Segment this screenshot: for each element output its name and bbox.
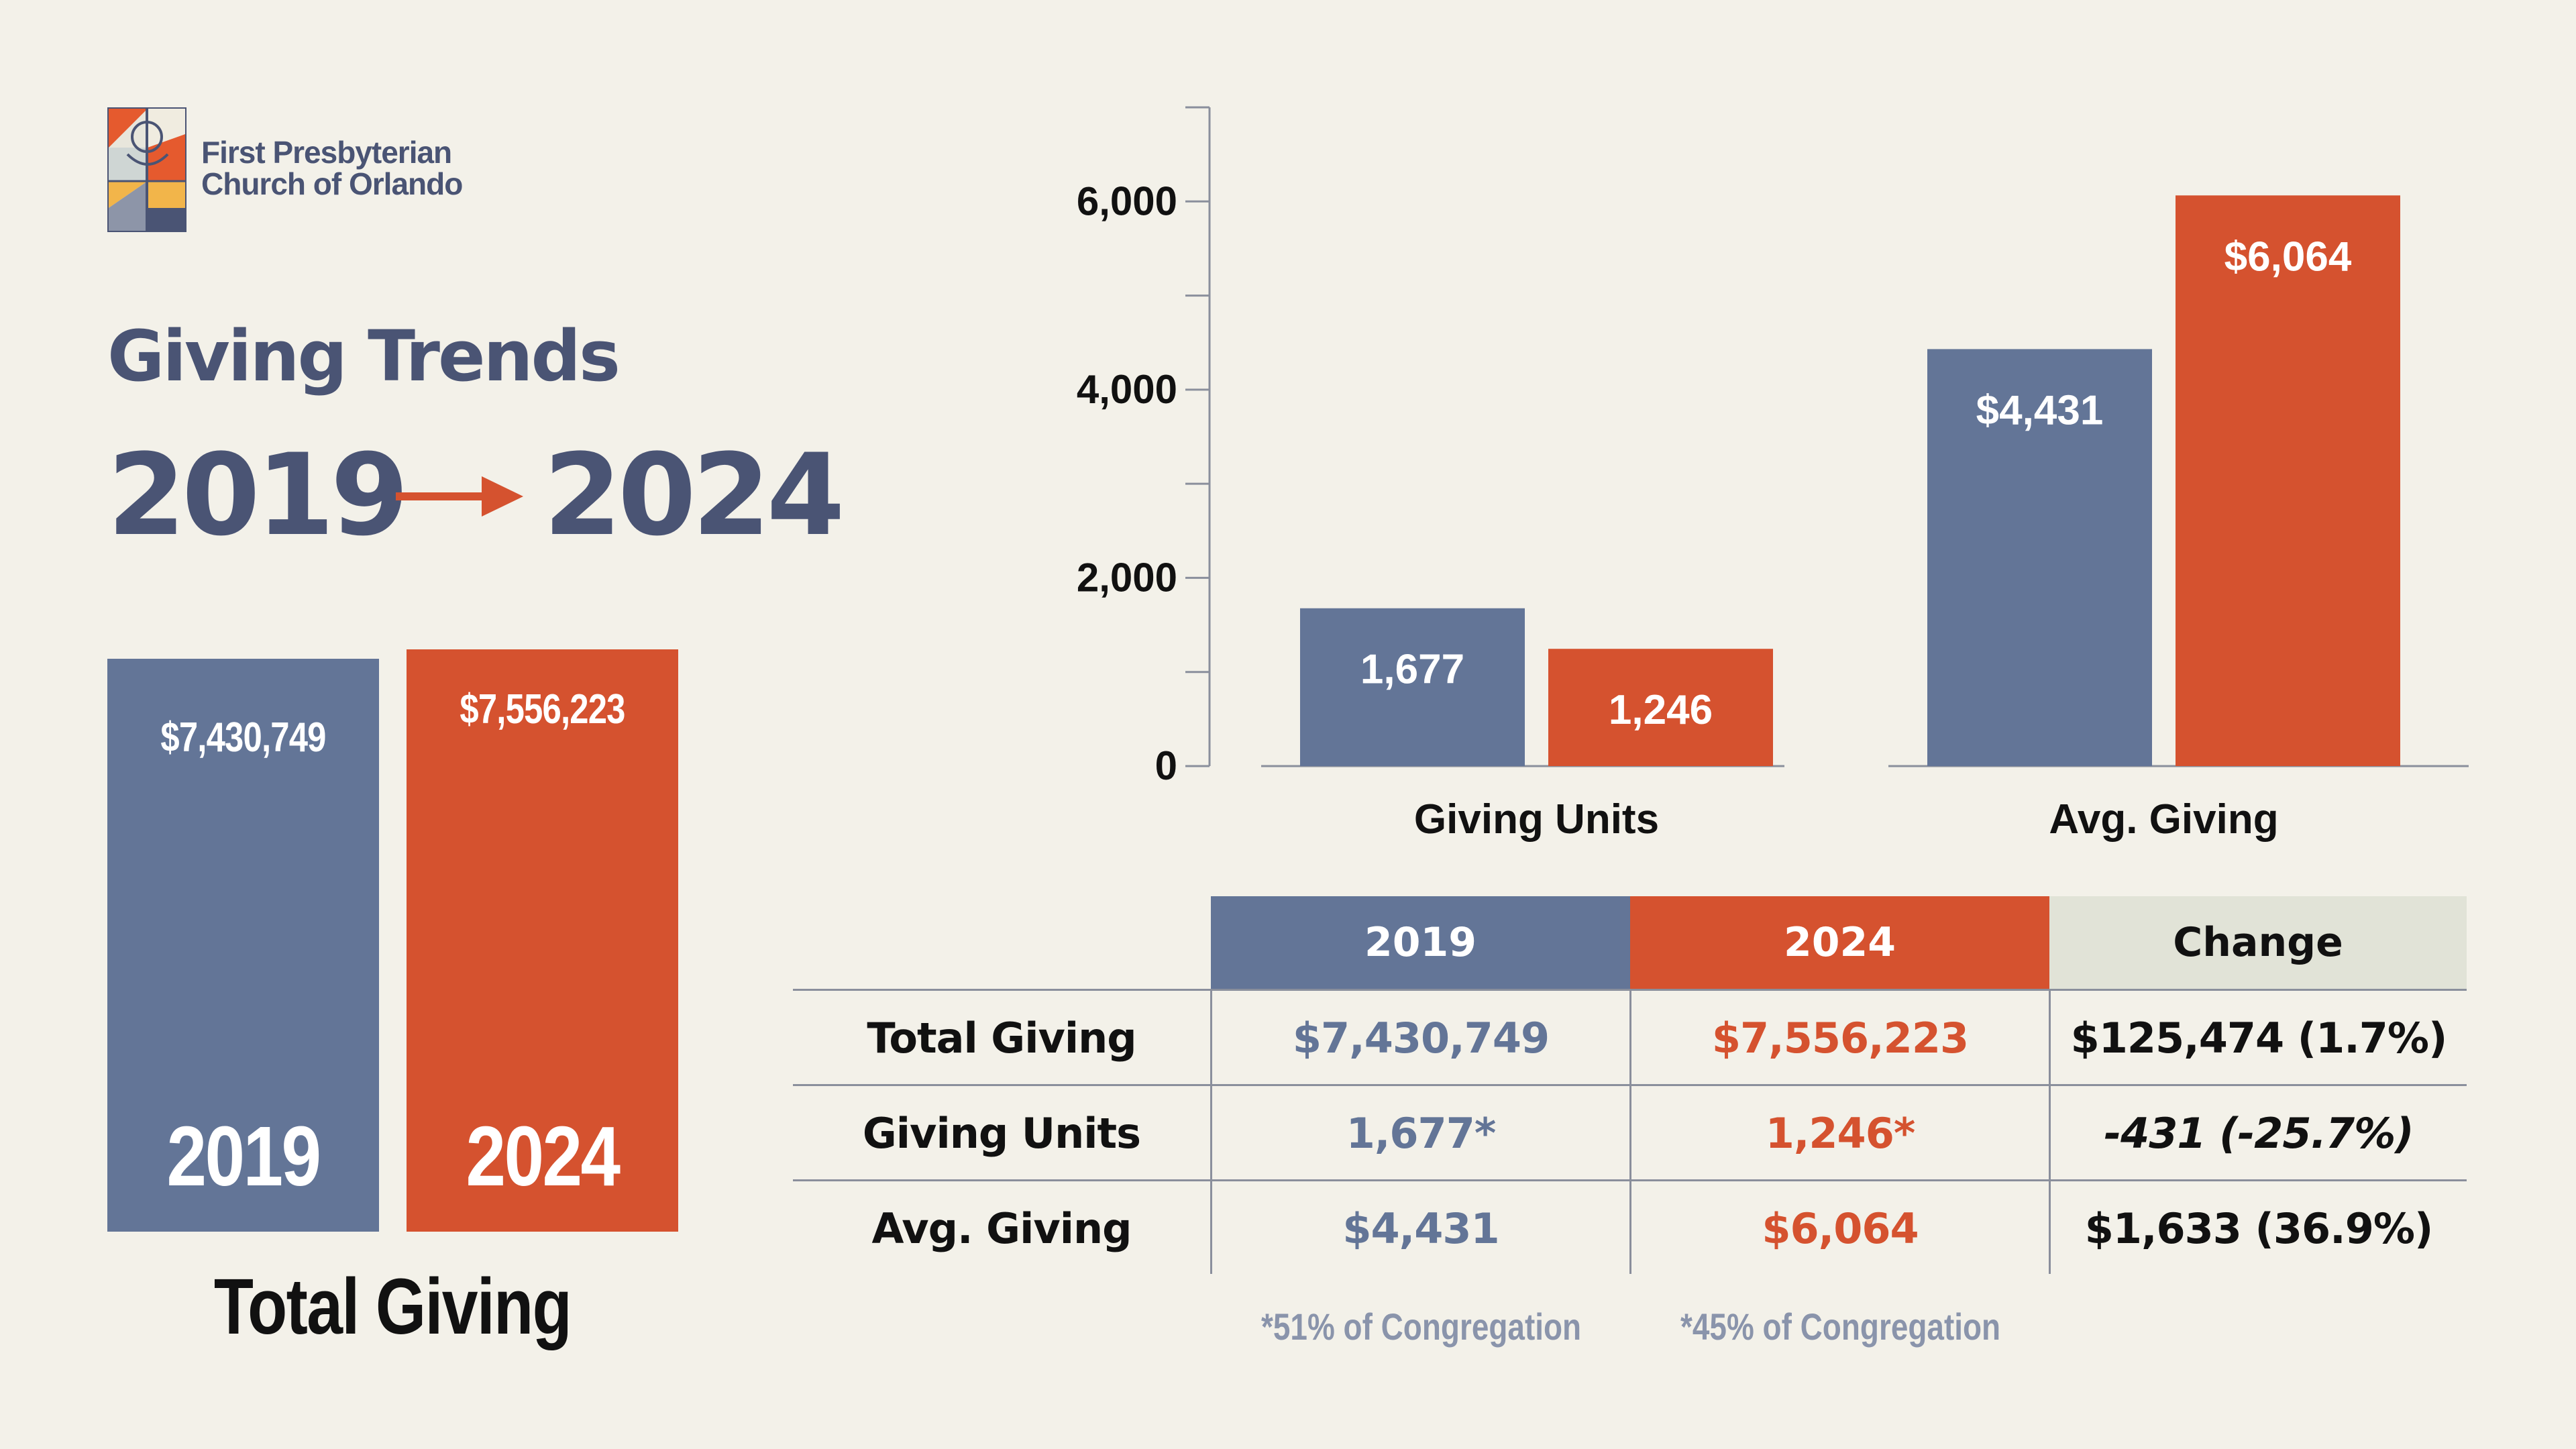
row-label: Avg. Giving xyxy=(871,1203,1132,1253)
total-giving-value-2024: $7,556,223 xyxy=(460,686,625,733)
total-giving-year-2019: 2019 xyxy=(166,1109,321,1203)
cell-change: -431 (-25.7%) xyxy=(2104,1108,2414,1158)
bar-giving-units-1 xyxy=(1548,649,1773,766)
total-giving-year-2024: 2024 xyxy=(466,1109,621,1203)
cell-2019: $4,431 xyxy=(1342,1203,1499,1253)
bar-avg-giving-0 xyxy=(1927,349,2152,766)
total-giving-value-2019: $7,430,749 xyxy=(160,714,326,761)
total-giving-bar-2019: $7,430,749 2019 xyxy=(107,659,379,1232)
total-giving-bar-2024: $7,556,223 2024 xyxy=(407,649,678,1232)
category-label: Avg. Giving xyxy=(2049,796,2278,843)
table-divider xyxy=(1629,989,1631,1274)
bar-value-label: 1,246 xyxy=(1609,687,1713,733)
footnote-2024: *45% of Congregation xyxy=(1680,1305,2001,1348)
bar-giving-units-0 xyxy=(1300,608,1525,766)
year-start: 2019 xyxy=(107,429,409,561)
cell-change: $1,633 (36.9%) xyxy=(2084,1203,2434,1253)
arrow-right-icon xyxy=(396,476,523,517)
table-header-2024: 2024 xyxy=(1630,896,2049,989)
stained-glass-cross-logo-icon xyxy=(107,107,186,232)
table-row: Avg. Giving $4,431 $6,064 $1,633 (36.9%) xyxy=(793,1181,2467,1276)
bar-value-label: $4,431 xyxy=(1976,387,2104,433)
table-header-2019: 2019 xyxy=(1211,896,1630,989)
y-tick-label: 0 xyxy=(1155,743,1177,788)
giving-comparison-table: 2019 2024 Change Total Giving $7,430,749… xyxy=(793,896,2467,1274)
org-name-line1: First Presbyterian xyxy=(201,135,452,170)
y-tick-label: 4,000 xyxy=(1077,367,1177,412)
bar-avg-giving-1 xyxy=(2176,195,2400,766)
table-row: Giving Units 1,677* 1,246* -431 (-25.7%) xyxy=(793,1085,2467,1181)
table-header-change: Change xyxy=(2049,896,2467,989)
cell-2019: $7,430,749 xyxy=(1292,1013,1550,1063)
y-tick-label: 2,000 xyxy=(1077,555,1177,600)
bar-value-label: $6,064 xyxy=(2224,233,2352,280)
footnote-2019: *51% of Congregation xyxy=(1261,1305,1582,1348)
table-divider xyxy=(1210,989,1212,1274)
row-label: Total Giving xyxy=(867,1013,1136,1063)
row-label: Giving Units xyxy=(862,1108,1141,1158)
page-title: Giving Trends xyxy=(107,315,621,397)
table-row: Total Giving $7,430,749 $7,556,223 $125,… xyxy=(793,990,2467,1085)
cell-2024: 1,246* xyxy=(1765,1108,1916,1158)
giving-bar-chart: 0 2,000 4,000 6,000 1,677 1,246 Giving Units $4… xyxy=(1077,106,2469,843)
cell-change: $125,474 (1.7%) xyxy=(2070,1013,2448,1063)
table-divider xyxy=(2049,989,2051,1274)
y-tick-label: 6,000 xyxy=(1077,178,1177,223)
org-name-line2: Church of Orlando xyxy=(201,166,463,201)
cell-2024: $7,556,223 xyxy=(1711,1013,1969,1063)
cell-2024: $6,064 xyxy=(1762,1203,1919,1253)
total-giving-label: Total Giving xyxy=(213,1263,572,1351)
year-end: 2024 xyxy=(543,429,845,561)
bar-value-label: 1,677 xyxy=(1360,647,1464,693)
category-label: Giving Units xyxy=(1414,796,1659,843)
cell-2019: 1,677* xyxy=(1346,1108,1497,1158)
